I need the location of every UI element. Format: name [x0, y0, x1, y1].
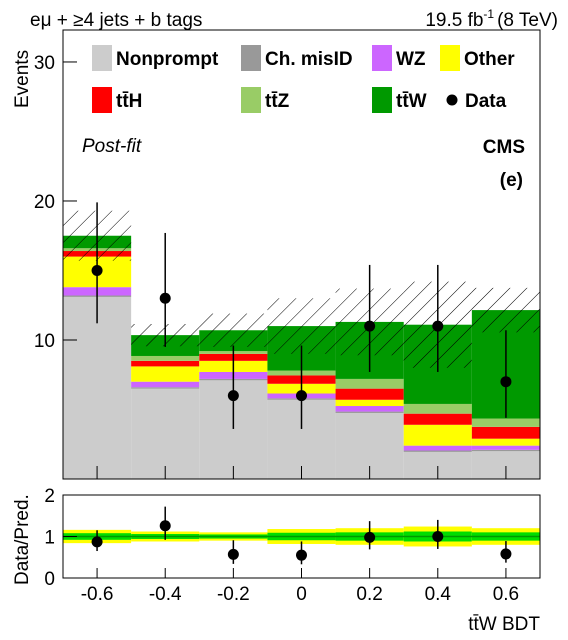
data-point [364, 320, 376, 332]
stack-segment [63, 296, 132, 479]
stack-segment [403, 424, 472, 446]
y-axis-label: Data/Pred. [12, 494, 33, 585]
uncertainty-band [199, 313, 268, 347]
stack-segment [403, 450, 472, 452]
stack-segment [335, 411, 404, 413]
y-tick-label: 10 [34, 331, 55, 352]
stack-segment [471, 438, 540, 446]
y-tick-label: 0 [44, 569, 55, 590]
data-point [432, 531, 444, 542]
legend-label: Other [464, 49, 515, 70]
x-tick-label: -0.2 [217, 584, 250, 605]
energy: (8 TeV) [497, 10, 558, 31]
stack-segment [471, 418, 540, 427]
chart-title: eμ + ≥4 jets + b tags [30, 10, 202, 31]
data-point [296, 390, 307, 402]
legend-label: Data [465, 91, 507, 112]
data-point [159, 520, 171, 532]
stack-segment [131, 388, 200, 479]
data-point [500, 548, 512, 560]
legend-label: tt̄W [396, 91, 427, 112]
x-axis-label: tt̄W BDT [468, 614, 540, 635]
x-tick-label: -0.6 [81, 584, 114, 605]
legend-label: Ch. misID [265, 49, 353, 70]
data-point [500, 376, 512, 388]
stack-segment [403, 445, 472, 451]
legend-marker [446, 94, 458, 106]
data-point [91, 536, 103, 548]
stack-segment [335, 388, 404, 400]
stack-segment [471, 449, 540, 452]
stack-segment [131, 387, 200, 389]
legend-swatch [92, 87, 112, 113]
lumi: 19.5 fb [425, 10, 483, 31]
annotation: CMS [483, 137, 525, 158]
x-tick-label: 0.2 [356, 584, 382, 605]
legend-label: WZ [396, 49, 426, 70]
legend-swatch [440, 45, 460, 71]
data-point [432, 320, 444, 332]
stack-segment [131, 366, 200, 382]
stack-segment [335, 399, 404, 407]
uncertainty-band [471, 287, 540, 333]
legend-swatch [241, 87, 261, 113]
data-point [227, 390, 239, 402]
legend-label: tt̄Z [265, 91, 290, 112]
stack-segment [471, 426, 540, 439]
plot-frame [62, 494, 541, 579]
y-axis-label: Events [12, 50, 33, 108]
stack-segment [403, 403, 472, 414]
stack-segment [131, 381, 200, 388]
data-point [364, 531, 376, 543]
y-tick-label: 1 [44, 528, 55, 549]
stack-segment [131, 355, 200, 361]
legend-label: Nonprompt [116, 49, 219, 70]
annotation: (e) [500, 170, 523, 191]
y-tick-label: 30 [34, 53, 55, 74]
legend-label: tt̄H [116, 91, 142, 112]
x-tick-label: 0.6 [493, 584, 519, 605]
x-tick-label: -0.4 [149, 584, 182, 605]
x-tick-label: 0.4 [425, 584, 452, 605]
data-point [227, 548, 239, 560]
uncertainty-band [267, 298, 336, 354]
legend-swatch [372, 87, 392, 113]
annotation: Post-fit [82, 136, 142, 157]
data-point [91, 264, 103, 276]
x-tick-label: 0 [296, 584, 307, 605]
y-tick-label: 2 [44, 486, 55, 507]
plot-frame [62, 29, 541, 480]
legend-swatch [372, 45, 392, 71]
lumi-label: 19.5 fb-1 (8 TeV) [425, 7, 558, 31]
stack-segment [471, 445, 540, 450]
stack-segment [335, 378, 404, 389]
stack-segment [403, 413, 472, 425]
legend-swatch [92, 45, 112, 71]
data-point [159, 292, 171, 304]
legend-swatch [241, 45, 261, 71]
stack-segment [335, 406, 404, 412]
data-point [296, 549, 307, 561]
stack-segment [131, 360, 200, 367]
lumi-exponent: -1 [483, 7, 494, 21]
y-tick-label: 20 [34, 192, 55, 213]
